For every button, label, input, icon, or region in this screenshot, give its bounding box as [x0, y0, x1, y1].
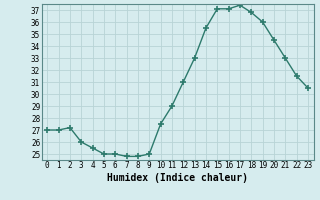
- X-axis label: Humidex (Indice chaleur): Humidex (Indice chaleur): [107, 173, 248, 183]
